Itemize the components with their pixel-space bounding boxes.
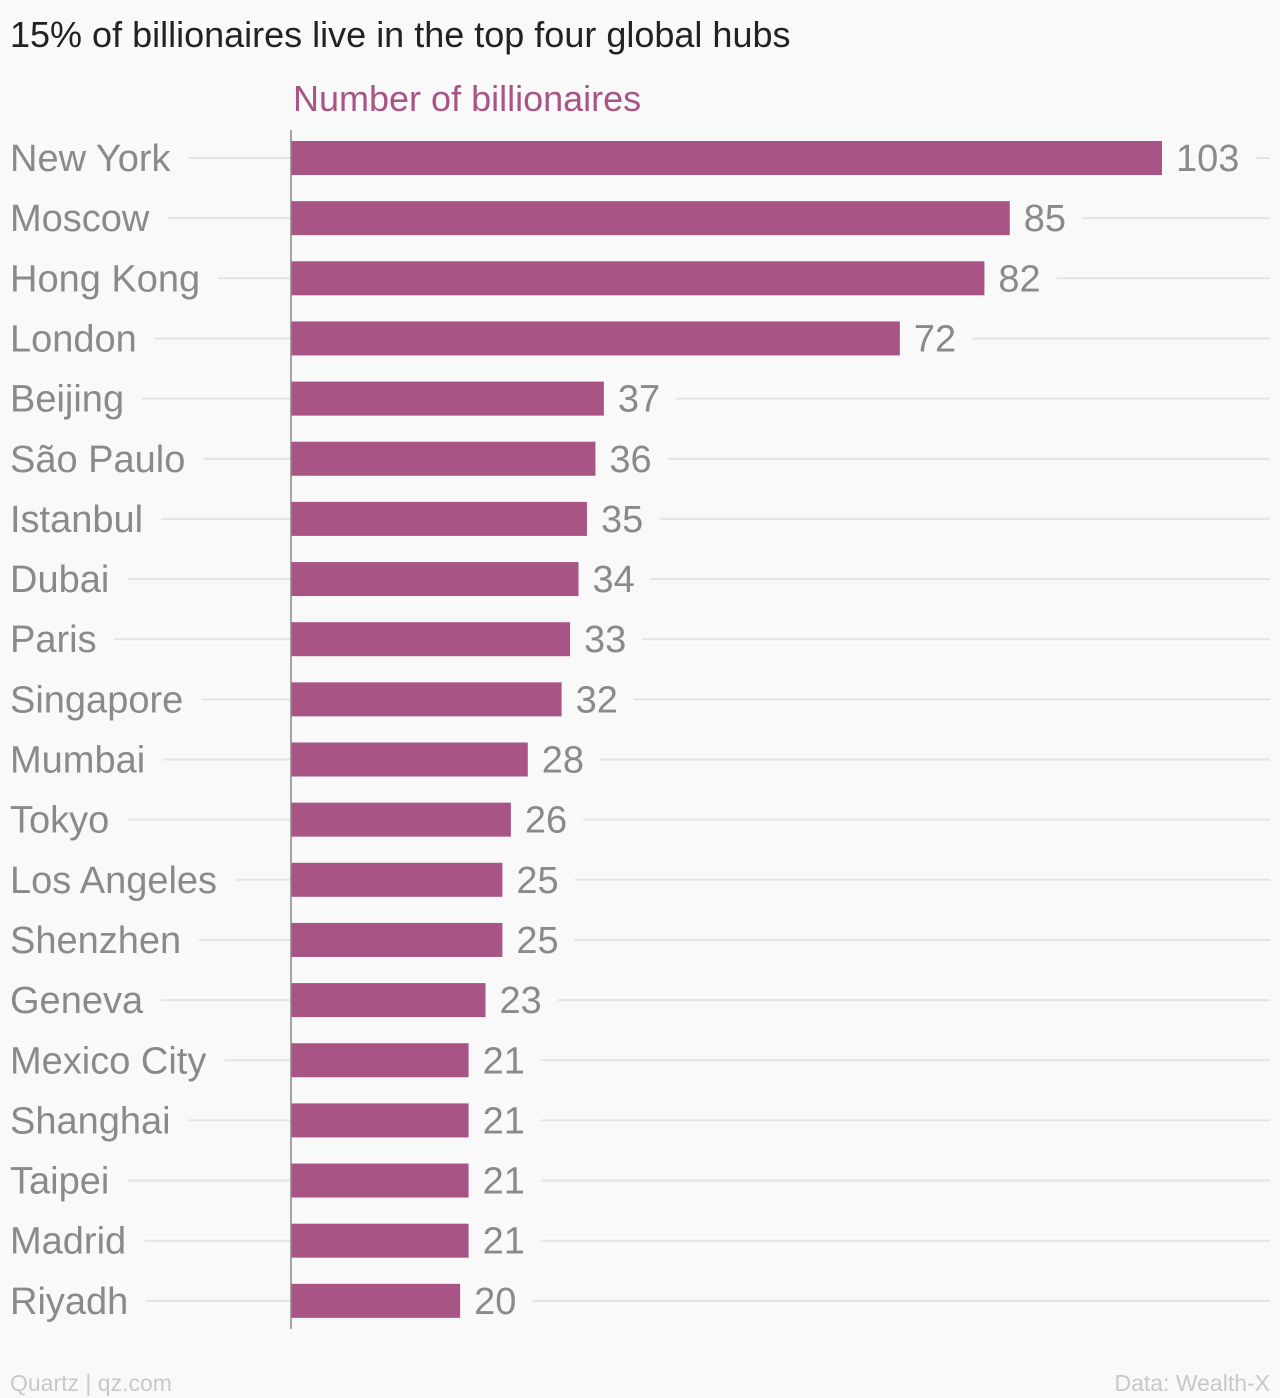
bar [291, 562, 579, 597]
value-label: 20 [474, 1281, 516, 1323]
value-label: 34 [593, 559, 635, 601]
bar [291, 983, 486, 1018]
category-label: Madrid [10, 1221, 126, 1263]
bar [291, 1283, 461, 1318]
data-source: Data: Wealth-X [1114, 1370, 1270, 1396]
value-label: 82 [998, 258, 1040, 300]
value-labels: 103 85 82 72 37 36 35 34 33 32 28 26 25 25 23 21 21 21 21 2… [474, 138, 1239, 1323]
value-label: 28 [542, 740, 584, 782]
bar [291, 261, 985, 296]
value-label: 23 [499, 980, 541, 1022]
bar [291, 1163, 469, 1198]
value-label: 21 [483, 1100, 525, 1142]
value-label: 21 [483, 1221, 525, 1263]
bar [291, 922, 503, 957]
category-label: Shanghai [10, 1100, 171, 1142]
bar [291, 862, 503, 897]
category-label: Los Angeles [10, 860, 217, 902]
value-label: 21 [483, 1040, 525, 1082]
category-label: Geneva [10, 980, 144, 1022]
category-label: Dubai [10, 559, 109, 601]
series-label: Number of billionaires [293, 78, 642, 119]
category-label: Hong Kong [10, 258, 200, 300]
bar [291, 201, 1010, 236]
category-label: Paris [10, 619, 97, 661]
bar [291, 1043, 469, 1078]
value-label: 72 [914, 318, 956, 360]
value-label: 33 [584, 619, 626, 661]
bar [291, 1223, 469, 1258]
bar [291, 1103, 469, 1138]
bar [291, 321, 900, 356]
bar [291, 682, 562, 717]
category-label: New York [10, 138, 172, 180]
bar [291, 441, 596, 476]
category-label: Moscow [10, 198, 150, 240]
bar [291, 802, 511, 837]
value-label: 35 [601, 499, 643, 541]
category-label: Istanbul [10, 499, 143, 541]
value-label: 25 [516, 860, 558, 902]
category-label: Singapore [10, 679, 183, 721]
grid-lines [114, 157, 1270, 1302]
value-label: 85 [1024, 198, 1066, 240]
category-label: Shenzhen [10, 920, 181, 962]
value-label: 103 [1176, 138, 1239, 180]
value-label: 32 [576, 679, 618, 721]
bar [291, 622, 571, 657]
bar [291, 381, 604, 416]
category-label: Tokyo [10, 800, 109, 842]
bar [291, 742, 528, 777]
category-label: Riyadh [10, 1281, 128, 1323]
value-label: 26 [525, 800, 567, 842]
source-credit: Quartz | qz.com [10, 1370, 172, 1396]
bars [291, 141, 1162, 1318]
category-label: Taipei [10, 1161, 109, 1203]
category-label: São Paulo [10, 439, 185, 481]
chart-title: 15% of billionaires live in the top four… [10, 14, 791, 55]
category-label: Beijing [10, 379, 124, 421]
bar [291, 141, 1162, 175]
category-label: Mumbai [10, 740, 145, 782]
category-label: London [10, 318, 137, 360]
value-label: 25 [516, 920, 558, 962]
value-label: 37 [618, 379, 660, 421]
bar [291, 501, 587, 536]
value-label: 21 [483, 1161, 525, 1203]
category-labels: New York Moscow Hong Kong London Beijing São … [10, 138, 217, 1323]
category-label: Mexico City [10, 1040, 206, 1082]
value-label: 36 [609, 439, 651, 481]
